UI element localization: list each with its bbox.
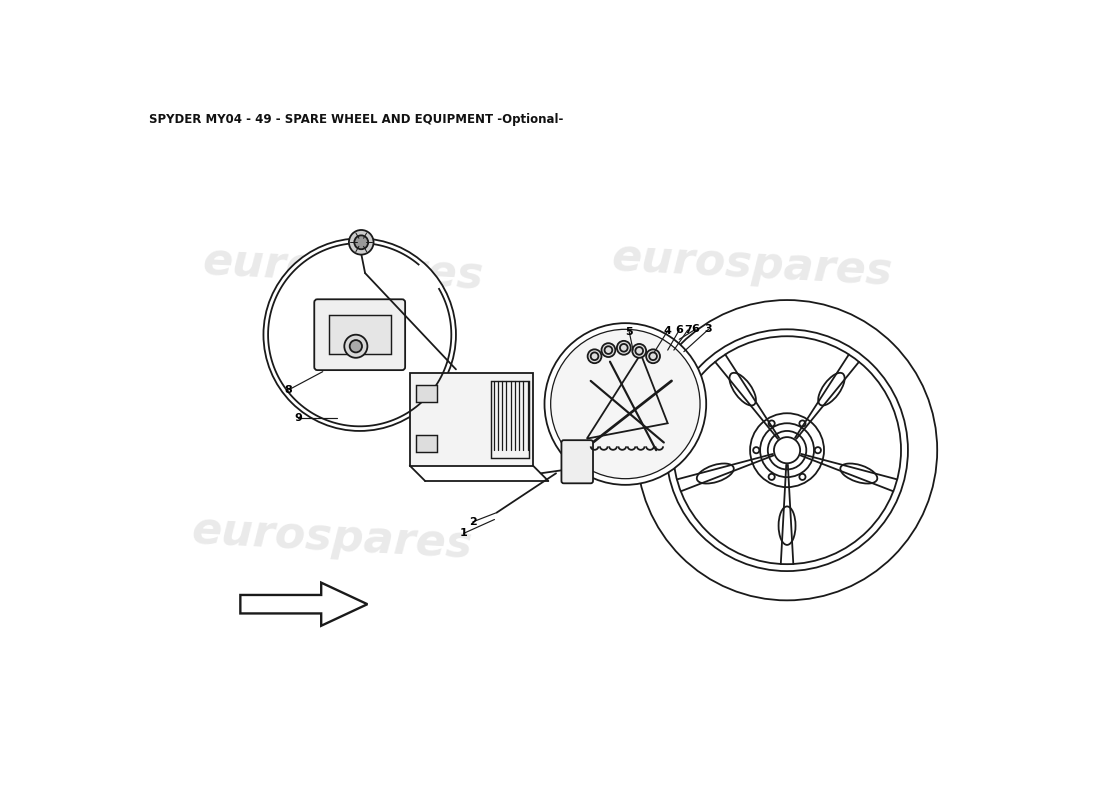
Text: 3: 3 — [705, 324, 713, 334]
Text: SPYDER MY04 - 49 - SPARE WHEEL AND EQUIPMENT -Optional-: SPYDER MY04 - 49 - SPARE WHEEL AND EQUIP… — [150, 113, 564, 126]
Circle shape — [349, 230, 374, 254]
Text: 4: 4 — [663, 326, 672, 336]
Circle shape — [544, 323, 706, 485]
FancyBboxPatch shape — [416, 385, 438, 402]
Text: 7: 7 — [684, 325, 692, 335]
Text: 6: 6 — [675, 325, 683, 335]
Circle shape — [551, 330, 700, 478]
FancyBboxPatch shape — [416, 435, 438, 452]
Circle shape — [350, 340, 362, 353]
Text: 2: 2 — [469, 517, 476, 527]
Text: eurospares: eurospares — [202, 240, 485, 298]
Text: 8: 8 — [284, 385, 292, 395]
Polygon shape — [241, 582, 367, 626]
FancyBboxPatch shape — [561, 440, 593, 483]
Text: eurospares: eurospares — [190, 510, 473, 567]
Circle shape — [646, 350, 660, 363]
Text: eurospares: eurospares — [609, 236, 893, 294]
Circle shape — [632, 344, 646, 358]
FancyBboxPatch shape — [329, 315, 390, 354]
Text: 1: 1 — [460, 528, 467, 538]
Text: 6: 6 — [692, 324, 700, 334]
Text: 5: 5 — [626, 326, 632, 337]
FancyBboxPatch shape — [315, 299, 405, 370]
FancyBboxPatch shape — [409, 373, 534, 466]
Circle shape — [587, 350, 602, 363]
Circle shape — [344, 334, 367, 358]
Circle shape — [264, 238, 456, 431]
Text: 9: 9 — [294, 413, 302, 423]
Circle shape — [602, 343, 615, 357]
Circle shape — [354, 235, 368, 250]
Circle shape — [617, 341, 630, 354]
